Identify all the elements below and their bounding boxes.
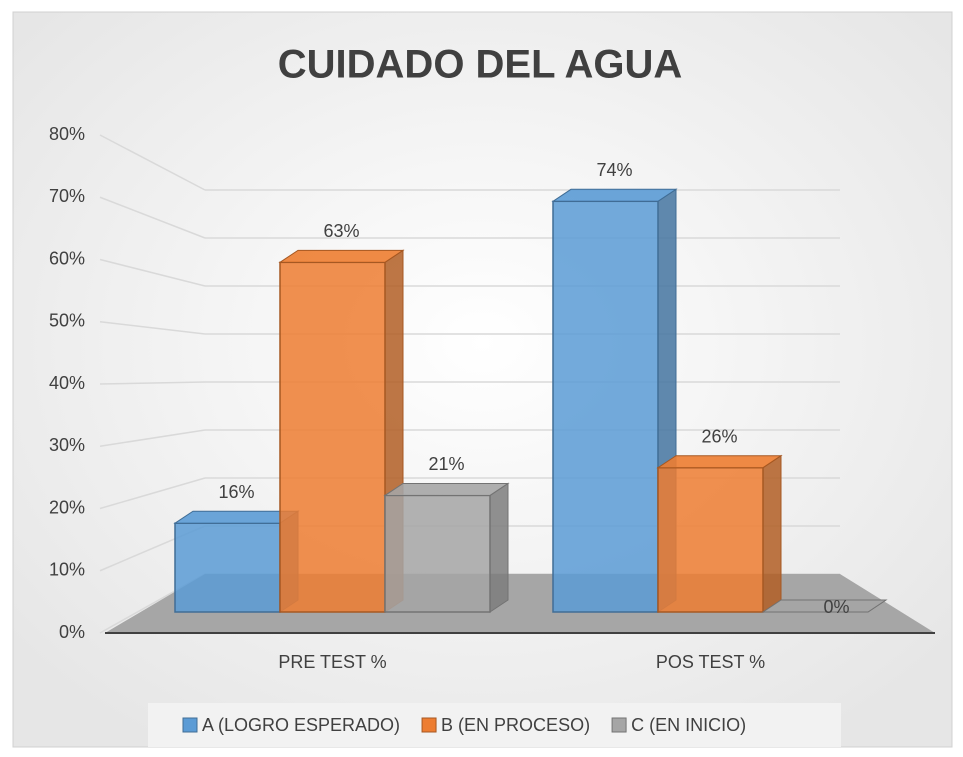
y-tick-label: 40% <box>49 373 85 393</box>
data-label: 74% <box>596 160 632 180</box>
bar-top <box>761 599 888 613</box>
bar-top <box>656 455 783 469</box>
legend-label: B (EN PROCESO) <box>441 715 590 735</box>
grid-line <box>99 381 206 385</box>
legend-box <box>148 703 841 747</box>
legend-swatch <box>611 717 627 733</box>
legend-swatch <box>182 717 198 733</box>
y-tick-label: 70% <box>49 186 85 206</box>
chart-frame <box>12 11 953 748</box>
legend-label: A (LOGRO ESPERADO) <box>202 715 400 735</box>
bar <box>657 466 764 613</box>
y-tick-label: 80% <box>49 124 85 144</box>
y-tick-label: 60% <box>49 248 85 268</box>
legend-swatch <box>421 717 437 733</box>
bar-side <box>762 454 782 613</box>
grid-line <box>99 477 206 510</box>
grid-line <box>99 134 206 191</box>
grid-line <box>99 196 206 239</box>
y-tick-label: 0% <box>59 622 85 642</box>
grid-line <box>99 429 206 447</box>
x-tick-label: POS TEST % <box>656 652 765 672</box>
y-tick-label: 30% <box>49 435 85 455</box>
data-label: 21% <box>428 454 464 474</box>
bar-top <box>278 249 405 263</box>
bar <box>174 522 281 613</box>
chart-title: CUIDADO DEL AGUA <box>278 43 682 87</box>
data-label: 16% <box>218 482 254 502</box>
bar <box>552 200 659 613</box>
data-label: 63% <box>323 221 359 241</box>
bar-top <box>551 188 678 202</box>
y-tick-label: 50% <box>49 311 85 331</box>
grid-line <box>99 321 206 335</box>
data-label: 26% <box>701 426 737 446</box>
legend-label: C (EN INICIO) <box>631 715 746 735</box>
bar <box>279 261 386 613</box>
y-tick-label: 10% <box>49 560 85 580</box>
y-tick-label: 20% <box>49 497 85 517</box>
grid-line <box>99 258 206 287</box>
x-tick-label: PRE TEST % <box>278 652 386 672</box>
bar-side <box>489 482 509 613</box>
bar-top <box>383 482 510 496</box>
bar <box>384 494 491 613</box>
data-label: 0% <box>823 597 849 617</box>
